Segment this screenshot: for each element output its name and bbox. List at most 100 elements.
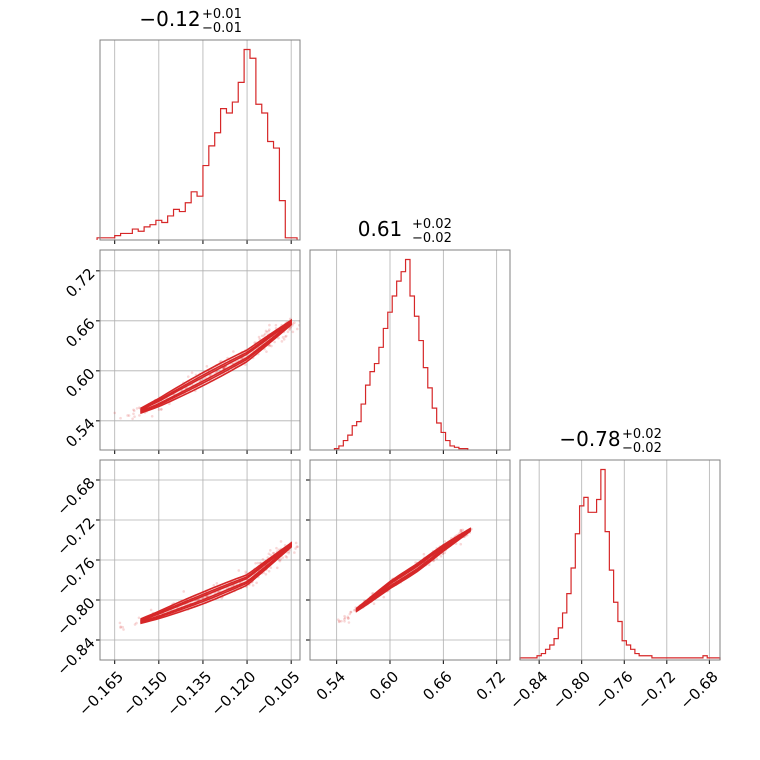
scatter-2-1-point [348, 612, 352, 616]
scatter-2-0-point [275, 546, 278, 550]
scatter-1-0-point [280, 340, 284, 343]
scatter-2-0-point [237, 569, 241, 572]
scatter-2-1 [306, 459, 511, 664]
hist-param-3 [519, 459, 721, 664]
y-axis-param-2-ylabel-0: 0.54 [62, 415, 98, 451]
hist-param-3-frame [519, 459, 721, 661]
scatter-1-0-point [150, 415, 154, 418]
scatter-1-0-point [222, 366, 226, 370]
scatter-2-1-point [459, 530, 462, 534]
scatter-2-1-point [349, 610, 353, 614]
scatter-2-0-point [121, 625, 125, 629]
scatter-1-0-background [100, 250, 300, 450]
scatter-2-0-point [215, 582, 219, 585]
y-axis-param-3-ylabel-4: −0.68 [53, 474, 98, 519]
scatter-2-1-point [414, 561, 417, 564]
scatter-2-1-point [347, 621, 351, 624]
scatter-2-1-point [347, 616, 350, 620]
hist-param-3-step-line [519, 468, 721, 660]
scatter-1-0-point [113, 411, 117, 415]
scatter-2-0-point [256, 561, 260, 565]
scatter-2-1-point [336, 618, 340, 621]
scatter-2-0-frame [99, 459, 301, 661]
scatter-2-1-point [422, 552, 426, 556]
scatter-2-1-point [427, 563, 431, 567]
scatter-1-0-point [133, 415, 136, 418]
scatter-1-0-point [268, 323, 271, 327]
scatter-1-0-point [273, 340, 276, 344]
scatter-1-0-point [293, 321, 296, 324]
x-axis-param-1-xlabel-2: −0.135 [163, 668, 215, 720]
scatter-2-0-point [285, 556, 289, 559]
scatter-2-1-point [343, 617, 346, 621]
scatter-2-0-point [122, 628, 125, 631]
scatter-2-1-point [346, 617, 350, 620]
scatter-2-0-point [269, 549, 272, 552]
scatter-1-0-point [253, 341, 257, 344]
scatter-2-0-point [287, 551, 290, 555]
scatter-1-0-point [126, 414, 129, 417]
scatter-2-1-point [343, 619, 346, 623]
scatter-2-1-point [343, 616, 347, 620]
scatter-2-0-point [294, 547, 297, 550]
scatter-1-0-point [268, 344, 272, 347]
scatter-2-0-point [255, 581, 258, 585]
scatter-1-0-point [274, 323, 278, 327]
scatter-1-0-frame [99, 249, 301, 451]
scatter-2-0-point [295, 545, 299, 548]
scatter-1-0-point [160, 407, 163, 411]
scatter-2-0-point [212, 584, 216, 587]
scatter-2-0-point [251, 584, 255, 587]
scatter-1-0-point [257, 335, 261, 339]
scatter-1-0-point [131, 417, 134, 421]
y-axis-param-2-ylabel-2: 0.66 [62, 315, 98, 351]
scatter-1-0-point [137, 406, 141, 410]
scatter-1-0-point [288, 328, 291, 332]
scatter-2-0-point [266, 556, 270, 559]
scatter-2-0-point [269, 566, 273, 569]
scatter-1-0-point [268, 328, 271, 331]
scatter-2-0-point [133, 623, 137, 626]
hist-param-2-title-value: 0.61 [358, 217, 403, 241]
scatter-2-0-point [261, 557, 265, 561]
scatter-1-0-point [270, 344, 273, 348]
scatter-1-0-point [277, 336, 280, 340]
scatter-1-0-point [190, 371, 194, 374]
hist-param-1-step-line [96, 48, 298, 240]
scatter-2-0-point [279, 557, 283, 561]
scatter-1-0-point [127, 414, 131, 417]
x-axis-param-1-xlabel-1: −0.150 [119, 668, 171, 720]
scatter-2-1-points [336, 527, 473, 624]
hist-param-1 [96, 39, 301, 244]
scatter-2-1-point [459, 528, 463, 532]
scatter-1-0-point [265, 350, 268, 353]
scatter-2-1-point [349, 610, 352, 614]
scatter-1-0 [96, 249, 301, 454]
scatter-2-1-point [337, 620, 341, 624]
scatter-2-0-point [264, 572, 268, 576]
scatter-2-0 [96, 459, 301, 664]
scatter-2-1-point [352, 608, 356, 612]
scatter-2-0-point [294, 541, 298, 545]
hist-param-2-step-line [333, 258, 469, 450]
scatter-2-0-point [287, 550, 291, 553]
scatter-1-0-point [291, 322, 295, 325]
y-axis-param-3-ylabel-1: −0.80 [53, 594, 98, 639]
hist-param-1-frame [99, 39, 301, 241]
scatter-1-0-contour-2 [140, 320, 292, 413]
x-axis-param-1-xlabel-4: −0.105 [252, 668, 304, 720]
hist-param-1-title-lower: −0.01 [202, 21, 242, 36]
scatter-2-0-point [137, 616, 141, 620]
scatter-1-0-point [262, 334, 266, 337]
scatter-1-0-point [260, 334, 264, 338]
scatter-2-0-point [267, 569, 271, 573]
x-axis-param-2-xlabel-2: 0.66 [419, 668, 455, 704]
scatter-1-0-point [284, 334, 288, 338]
scatter-2-0-point [119, 626, 122, 629]
scatter-2-0-point [296, 545, 299, 549]
scatter-2-0-point [272, 551, 276, 555]
scatter-2-1-point [343, 614, 346, 618]
scatter-2-0-point [284, 555, 288, 558]
hist-param-2-title-lower: −0.02 [412, 231, 452, 246]
x-axis-param-1-xlabel-0: −0.165 [75, 668, 127, 720]
